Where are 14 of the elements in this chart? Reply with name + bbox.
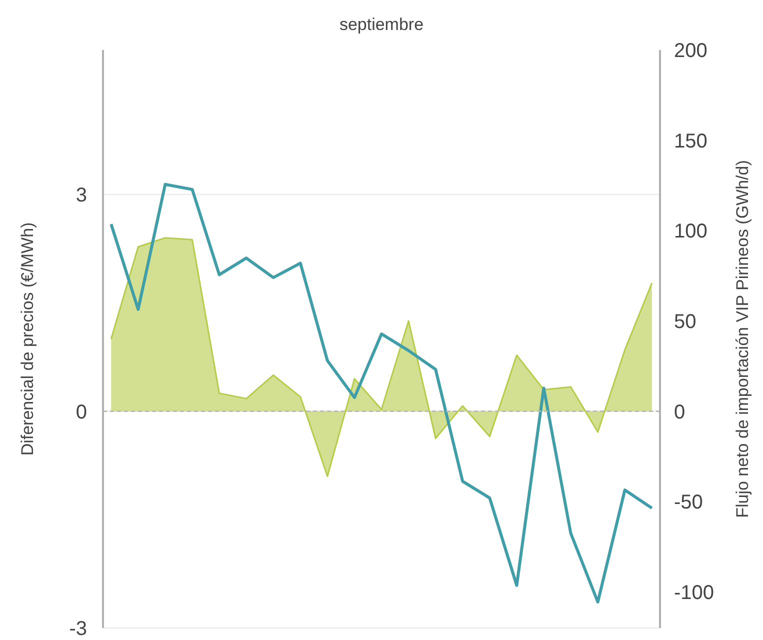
y2-tick-label: 150: [674, 130, 708, 152]
y2-tick-label: 100: [674, 220, 708, 243]
line-series: [110, 182, 654, 604]
y2-tick-label: 200: [674, 40, 708, 62]
y-axis-title: Diferencial de precios (€/MWh): [18, 222, 37, 456]
y2-tick-label: -50: [674, 492, 703, 514]
y2-tick-label: -100: [674, 582, 714, 604]
y-tick-label: 3: [76, 184, 87, 206]
chart-title: septiembre: [339, 15, 424, 34]
y2-axis-title: Flujo neto de importación VIP Pirineos (GWh/d): [733, 160, 752, 518]
y-tick-label: 0: [76, 401, 87, 424]
y2-tick-label: 50: [674, 310, 696, 333]
y2-tick-label: 0: [674, 401, 686, 424]
y-tick-label: -3: [69, 618, 87, 640]
